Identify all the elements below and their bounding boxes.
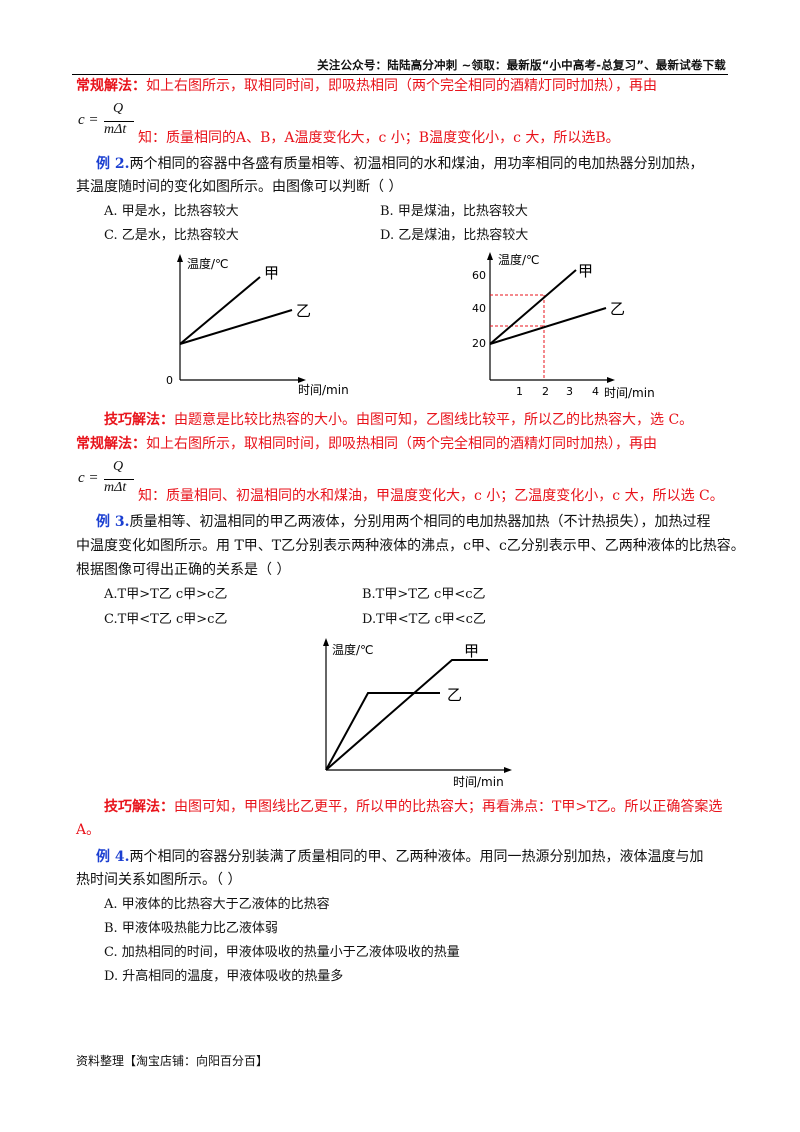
page-footer: 资料整理【淘宝店铺：向阳百分百】 xyxy=(76,1052,268,1069)
chart-3-label-yi: 乙 xyxy=(447,686,462,704)
chart-2-x-arrow xyxy=(607,377,615,383)
chart-1-series-yi xyxy=(180,310,292,344)
method-text: 如上右图所示，取相同时间，即吸热相同（两个完全相同的酒精灯同时加热），再由 xyxy=(146,78,657,94)
example-3-line-2: 中温度变化如图所示。用 T甲、T乙分别表示两种液体的沸点，c甲、c乙分别表示甲、… xyxy=(76,536,745,556)
skill-label-2: 技巧解法： xyxy=(104,799,174,815)
example-4-option-b: B. 甲液体吸热能力比乙液体弱 xyxy=(104,920,278,938)
formula-2-denominator: mΔt xyxy=(104,480,126,496)
example-3-option-a: A.T甲>T乙 c甲>c乙 xyxy=(104,586,227,604)
chart-2-x-label: 时间/min xyxy=(604,386,655,400)
skill-paragraph-4-cont: A。 xyxy=(76,820,100,840)
example-2-option-a: A. 甲是水，比热容较大 xyxy=(104,203,239,221)
example-4-text: 两个相同的容器分别装满了质量相同的甲、乙两种液体。用同一热源分别加热，液体温度与… xyxy=(130,849,704,865)
example-2-line-1: 例 2.两个相同的容器中各盛有质量相等、初温相同的水和煤油，用功率相同的电加热器… xyxy=(96,154,704,174)
example-2-option-b: B. 甲是煤油，比热容较大 xyxy=(380,203,528,221)
example-3-option-d: D.T甲<T乙 c甲<c乙 xyxy=(362,611,486,629)
method-paragraph-1-cont: 知：质量相同的A、B，A温度变化大，c 小；B温度变化小，c 大，所以选B。 xyxy=(138,128,620,148)
chart-2: 温度/℃ 时间/min 60 40 20 1 2 3 4 甲 乙 xyxy=(464,248,674,400)
chart-3-y-label: 温度/℃ xyxy=(332,642,374,657)
chart-2-xtick-3: 3 xyxy=(566,385,573,398)
example-2-label: 例 2. xyxy=(96,156,130,172)
skill-paragraph-4: 技巧解法：由图可知，甲图线比乙更平，所以甲的比热容大；再看沸点：T甲>T乙。所以… xyxy=(104,797,722,817)
page-header: 关注公众号：陆陆高分冲刺 ~领取：最新版“小中高考-总复习”、最新试卷下载 xyxy=(300,57,726,73)
formula-denominator: mΔt xyxy=(104,122,126,138)
chart-2-label-jia: 甲 xyxy=(578,262,593,280)
chart-3: 温度/℃ 时间/min 甲 乙 xyxy=(310,630,520,792)
chart-2-y-label: 温度/℃ xyxy=(498,252,540,267)
example-2-option-c: C. 乙是水，比热容较大 xyxy=(104,227,239,245)
chart-1-x-label: 时间/min xyxy=(298,383,349,397)
formula-2-numerator: Q xyxy=(113,459,123,475)
skill-text: 由题意是比较比热容的大小。由图可知，乙图线比较平，所以乙的比热容大，选 C。 xyxy=(174,412,693,428)
example-3-line-3: 根据图像可得出正确的关系是（ ） xyxy=(76,560,290,580)
example-3-option-c: C.T甲<T乙 c甲>c乙 xyxy=(104,611,227,629)
chart-3-y-arrow xyxy=(323,638,329,646)
example-3-text: 质量相等、初温相同的甲乙两液体，分别用两个相同的电加热器加热（不计热损失），加热… xyxy=(130,514,711,530)
chart-2-xtick-2: 2 xyxy=(542,385,549,398)
example-4-option-c: C. 加热相同的时间，甲液体吸收的热量小于乙液体吸收的热量 xyxy=(104,944,460,962)
chart-1-series-jia xyxy=(180,277,260,344)
chart-2-y-arrow xyxy=(487,252,493,260)
chart-1: 温度/℃ 时间/min 0 甲 乙 xyxy=(160,248,370,400)
example-3-option-b: B.T甲>T乙 c甲<c乙 xyxy=(362,586,486,604)
example-4-option-d: D. 升高相同的温度，甲液体吸收的热量多 xyxy=(104,968,343,986)
example-4-line-2: 热时间关系如图所示。（ ） xyxy=(76,870,241,890)
formula-lhs: c = xyxy=(78,112,99,129)
chart-1-y-arrow xyxy=(177,254,183,262)
method-paragraph-3: 常规解法：如上右图所示，取相同时间，即吸热相同（两个完全相同的酒精灯同时加热），… xyxy=(76,434,657,454)
chart-1-label-yi: 乙 xyxy=(296,302,311,320)
chart-3-x-arrow xyxy=(504,767,512,773)
chart-2-xtick-4: 4 xyxy=(592,385,599,398)
chart-2-xtick-1: 1 xyxy=(516,385,523,398)
chart-2-ytick-40: 40 xyxy=(472,302,486,315)
skill-paragraph-2: 技巧解法：由题意是比较比热容的大小。由图可知，乙图线比较平，所以乙的比热容大，选… xyxy=(104,410,693,430)
chart-3-series-yi xyxy=(326,693,440,770)
chart-3-series-jia xyxy=(326,660,488,770)
chart-2-ytick-60: 60 xyxy=(472,269,486,282)
example-4-line-1: 例 4.两个相同的容器分别装满了质量相同的甲、乙两种液体。用同一热源分别加热，液… xyxy=(96,847,704,867)
example-4-option-a: A. 甲液体的比热容大于乙液体的比热容 xyxy=(104,896,330,914)
chart-2-label-yi: 乙 xyxy=(610,300,625,318)
method-text-2: 如上右图所示，取相同时间，即吸热相同（两个完全相同的酒精灯同时加热），再由 xyxy=(146,436,657,452)
chart-2-series-jia xyxy=(490,270,576,344)
chart-1-origin: 0 xyxy=(166,374,173,387)
example-3-line-1: 例 3.质量相等、初温相同的甲乙两液体，分别用两个相同的电加热器加热（不计热损失… xyxy=(96,512,711,532)
example-3-label: 例 3. xyxy=(96,514,130,530)
skill-text-2: 由图可知，甲图线比乙更平，所以甲的比热容大；再看沸点：T甲>T乙。所以正确答案选 xyxy=(174,799,722,815)
chart-3-label-jia: 甲 xyxy=(464,642,479,660)
header-divider xyxy=(72,74,728,75)
example-2-line-2: 其温度随时间的变化如图所示。由图像可以判断（ ） xyxy=(76,177,402,197)
chart-3-x-label: 时间/min xyxy=(453,775,504,789)
chart-1-y-label: 温度/℃ xyxy=(187,256,229,271)
method-label-2: 常规解法： xyxy=(76,436,146,452)
formula-numerator: Q xyxy=(113,101,123,117)
formula-2-lhs: c = xyxy=(78,470,99,487)
skill-label: 技巧解法： xyxy=(104,412,174,428)
chart-1-label-jia: 甲 xyxy=(264,264,279,282)
method-paragraph-1: 常规解法：如上右图所示，取相同时间，即吸热相同（两个完全相同的酒精灯同时加热），… xyxy=(76,76,657,96)
example-2-option-d: D. 乙是煤油，比热容较大 xyxy=(380,227,528,245)
method-label: 常规解法： xyxy=(76,78,146,94)
example-2-text: 两个相同的容器中各盛有质量相等、初温相同的水和煤油，用功率相同的电加热器分别加热… xyxy=(130,156,704,172)
method-paragraph-3-cont: 知：质量相同、初温相同的水和煤油，甲温度变化大，c 小；乙温度变化小，c 大，所… xyxy=(138,486,724,506)
chart-2-ytick-20: 20 xyxy=(472,337,486,350)
example-4-label: 例 4. xyxy=(96,849,130,865)
